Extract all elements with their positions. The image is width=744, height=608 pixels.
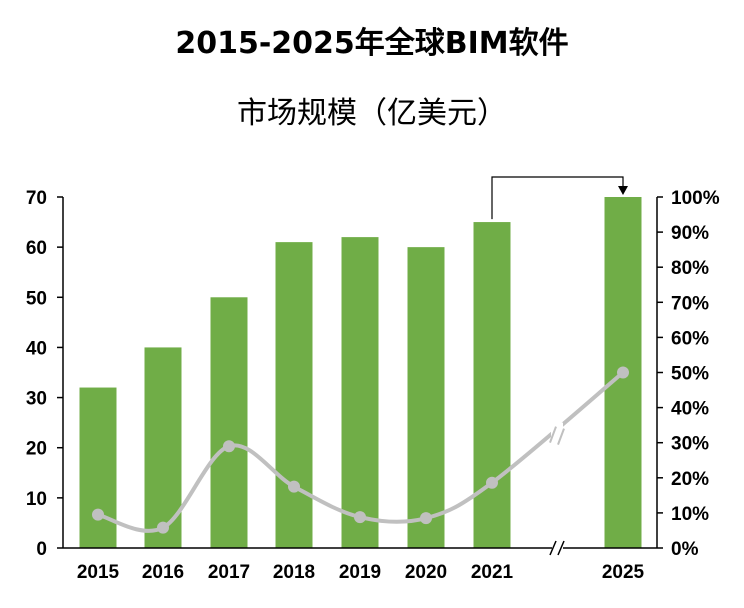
line-break-mark-b <box>557 428 565 445</box>
y-tick-label: 40 <box>26 338 47 359</box>
bar-2017 <box>210 297 248 548</box>
y2-tick-label: 40% <box>671 399 709 420</box>
x-axis-break-b <box>557 540 565 556</box>
bar-2019 <box>341 237 379 548</box>
x-tick-label: 2021 <box>471 562 514 583</box>
growth-point-2025 <box>617 366 629 379</box>
chart-title-line1: 2015-2025年全球BIM软件 <box>175 26 569 61</box>
growth-point-2020 <box>420 512 432 525</box>
y-tick-label: 0 <box>36 539 47 560</box>
x-axis-break-a <box>549 540 557 556</box>
bar-2021 <box>473 222 511 549</box>
y2-tick-label: 60% <box>671 328 709 349</box>
y2-tick-label: 10% <box>671 504 709 525</box>
x-tick-label: 2025 <box>602 562 645 583</box>
y-tick-label: 50 <box>26 288 47 309</box>
y-tick-label: 70 <box>26 188 47 209</box>
chart-title-line2: 市场规模（亿美元） <box>237 96 507 131</box>
x-tick-label: 2020 <box>405 562 447 583</box>
y-tick-label: 60 <box>26 238 47 259</box>
growth-point-2018 <box>288 480 300 493</box>
y2-tick-label: 20% <box>671 469 709 490</box>
y-tick-label: 30 <box>26 389 47 410</box>
bracket-arrowhead <box>618 186 628 195</box>
bar-2018 <box>275 242 313 548</box>
x-tick-label: 2015 <box>77 562 120 583</box>
x-tick-label: 2016 <box>142 562 184 583</box>
growth-point-2017 <box>223 440 235 453</box>
bracket-connector <box>491 176 624 220</box>
growth-line <box>97 370 625 533</box>
y2-tick-label: 80% <box>671 258 709 279</box>
growth-point-2016 <box>157 521 169 534</box>
growth-point-2021 <box>486 476 498 489</box>
x-tick-label: 2018 <box>273 562 315 583</box>
y2-tick-label: 30% <box>671 434 709 455</box>
y-tick-label: 20 <box>26 439 47 460</box>
x-tick-label: 2017 <box>208 562 250 583</box>
bar-2015 <box>79 387 117 548</box>
y-tick-label: 10 <box>26 489 47 510</box>
line-break-mark-a <box>549 426 557 443</box>
y2-tick-label: 50% <box>671 364 709 385</box>
growth-point-2015 <box>92 508 104 521</box>
x-tick-label: 2019 <box>339 562 381 583</box>
growth-point-2019 <box>354 511 366 524</box>
bar-2020 <box>407 247 445 548</box>
y2-tick-label: 100% <box>671 188 720 209</box>
y2-tick-label: 90% <box>671 223 709 244</box>
y2-tick-label: 0% <box>671 539 699 560</box>
y2-tick-label: 70% <box>671 293 709 314</box>
